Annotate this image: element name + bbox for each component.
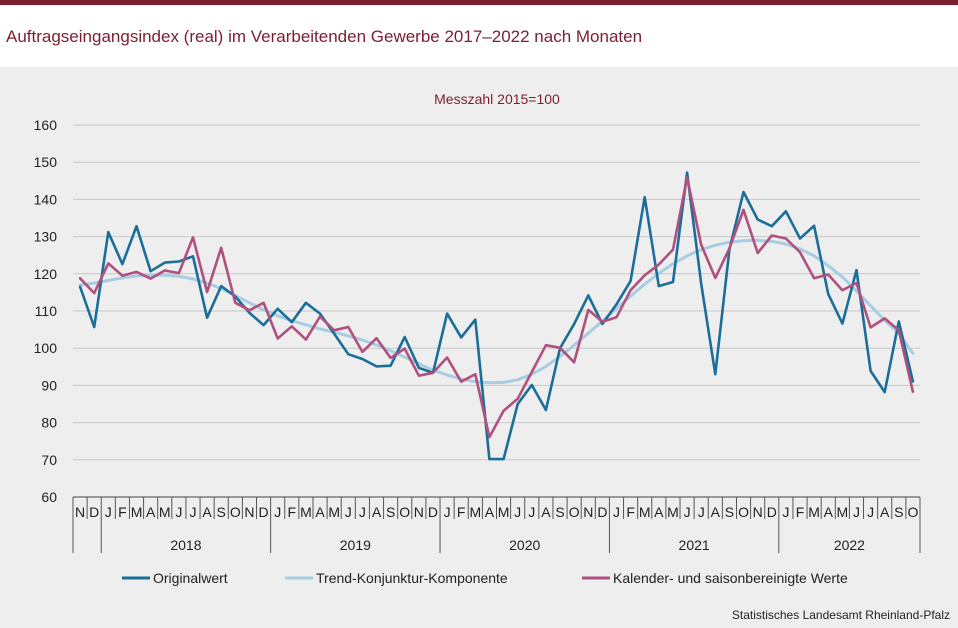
month-label: D [89,504,99,520]
legend-label: Kalender- und saisonbereinigte Werte [613,570,848,586]
month-label: M [808,504,820,520]
series-line-0 [78,171,915,461]
month-label: J [274,504,281,520]
y-tick-label: 70 [41,452,57,468]
month-label: M [159,504,171,520]
legend: Originalwert Trend-Konjunktur-Komponente K… [122,570,848,586]
month-label: D [767,504,777,520]
page-title: Auftragseingangsindex (real) im Verarbei… [6,27,643,46]
month-label: A [202,504,212,520]
month-label: A [711,504,721,520]
month-label: O [907,504,918,520]
y-tick-label: 90 [41,377,57,393]
year-label: 2022 [834,537,865,553]
month-label: A [372,504,382,520]
legend-label: Trend-Konjunktur-Komponente [316,570,508,586]
month-label: J [528,504,535,520]
month-label: O [230,504,241,520]
month-label: M [131,504,143,520]
month-label: A [485,504,495,520]
month-label: J [867,504,874,520]
month-label: N [244,504,254,520]
month-label: A [541,504,551,520]
year-label: 2020 [509,537,540,553]
month-label: S [725,504,734,520]
y-tick-label: 160 [34,117,58,133]
y-tick-label: 110 [35,303,58,319]
month-label: A [880,504,890,520]
y-tick-label: 100 [34,340,58,356]
month-label: J [105,504,112,520]
y-tick-label: 80 [41,415,57,431]
series-line-1 [78,238,915,385]
month-label: F [457,504,466,520]
month-label: D [597,504,607,520]
top-accent-bar [0,0,958,5]
month-label: M [667,504,679,520]
month-label: M [837,504,849,520]
month-label: M [300,504,312,520]
month-label: N [414,504,424,520]
series-line-2 [78,176,915,439]
month-label: M [328,504,340,520]
year-label: 2021 [679,537,710,553]
month-label: J [345,504,352,520]
source-credit: Statistisches Landesamt Rheinland-Pfalz [731,608,950,622]
y-tick-label: 60 [41,489,57,505]
month-label: J [698,504,705,520]
month-label: F [626,504,635,520]
month-label: S [555,504,564,520]
month-label: F [118,504,127,520]
month-label: A [824,504,834,520]
month-label: O [569,504,580,520]
y-tick-label: 140 [34,191,58,207]
month-label: J [175,504,182,520]
month-label: N [583,504,593,520]
series-lines [78,171,915,461]
month-label: J [782,504,789,520]
month-label: J [359,504,366,520]
y-tick-label: 120 [34,266,58,282]
month-label: A [654,504,664,520]
month-label: M [639,504,651,520]
y-tick-label: 150 [34,154,58,170]
month-label: N [75,504,85,520]
month-label: S [894,504,903,520]
month-label: A [315,504,325,520]
title-bar: Auftragseingangsindex (real) im Verarbei… [0,5,958,67]
month-label: S [386,504,395,520]
month-label: J [684,504,691,520]
month-label: J [613,504,620,520]
month-label: N [753,504,763,520]
month-label: M [469,504,481,520]
month-label: S [217,504,226,520]
month-label: J [853,504,860,520]
y-axis: 60 70 80 90 100 110 120 130 140 150 160 [34,117,58,505]
year-label: 2018 [170,537,201,553]
y-tick-label: 130 [34,229,58,245]
month-label: J [189,504,196,520]
month-label: O [399,504,410,520]
month-label: M [498,504,510,520]
month-label: D [428,504,438,520]
month-label: J [514,504,521,520]
chart-subtitle: Messzahl 2015=100 [434,91,560,107]
month-label: F [796,504,805,520]
year-label: 2019 [340,537,371,553]
month-label: A [146,504,156,520]
month-label: D [259,504,269,520]
month-label: O [738,504,749,520]
legend-label: Originalwert [153,570,228,586]
month-label: F [288,504,297,520]
month-label: J [444,504,451,520]
